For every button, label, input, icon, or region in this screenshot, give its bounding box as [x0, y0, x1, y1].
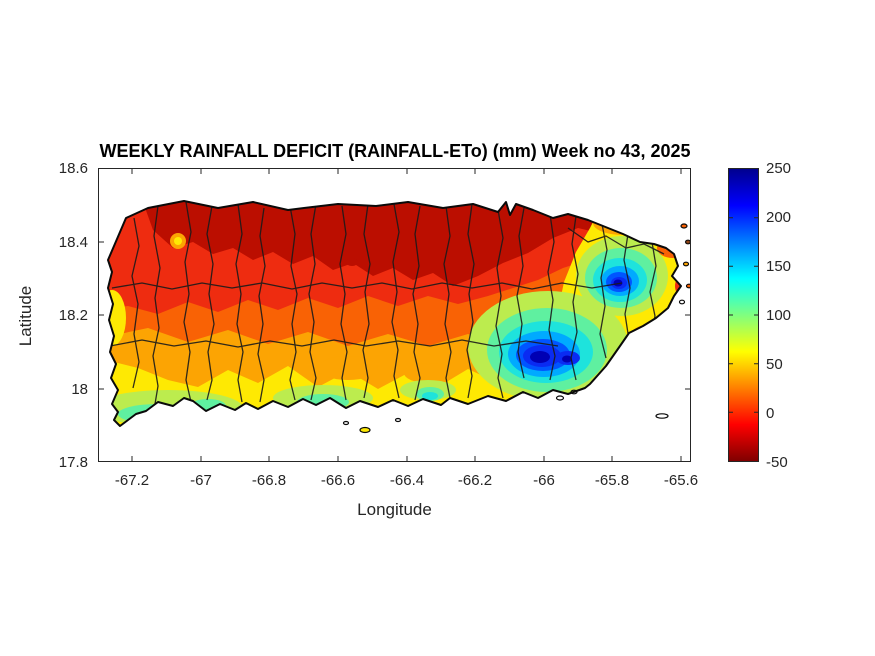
colorbar-tick-marks	[729, 217, 758, 413]
y-tick-label: 18.6	[58, 160, 88, 177]
x-axis-label: Longitude	[357, 500, 432, 519]
x-tick-label: -66	[533, 472, 555, 489]
colorbar-tick-label: 250	[766, 160, 792, 177]
municipality-boundaries	[109, 201, 665, 411]
x-tick-label: -66.4	[389, 472, 425, 489]
x-tick-label: -66.2	[457, 472, 493, 489]
coastline	[107, 200, 682, 427]
colorbar-tick-label: 150	[766, 258, 792, 275]
y-tick-label: 18.2	[58, 307, 88, 324]
x-tick-marks	[131, 168, 682, 462]
colorbar-tick-label: -50	[766, 454, 788, 471]
colorbar-tick-label: 200	[766, 209, 792, 226]
contour-fill-layers	[108, 201, 681, 426]
plot-title: WEEKLY RAINFALL DEFICIT (RAINFALL-ETo) (…	[99, 141, 691, 161]
colorbar-gradient	[729, 169, 758, 461]
colorbar-tick-label: 50	[766, 356, 783, 373]
x-tick-label: -66.8	[251, 472, 287, 489]
colorbar	[728, 168, 759, 462]
plot-area	[98, 168, 691, 462]
x-tick-label: -65.8	[594, 472, 630, 489]
axes-box	[98, 168, 691, 462]
colorbar-tick-label: 100	[766, 307, 792, 324]
y-tick-label: 18	[71, 381, 88, 398]
colorbar-tick-label: 0	[766, 405, 775, 422]
x-tick-label: -66.6	[320, 472, 356, 489]
y-tick-label: 17.8	[58, 454, 88, 471]
x-tick-label: -67	[190, 472, 212, 489]
y-tick-label: 18.4	[58, 234, 88, 251]
x-tick-label: -67.2	[114, 472, 150, 489]
y-tick-marks	[98, 241, 691, 390]
contour-map-svg	[98, 168, 691, 462]
x-tick-label: -65.6	[663, 472, 699, 489]
y-axis-label: Latitude	[16, 285, 35, 347]
